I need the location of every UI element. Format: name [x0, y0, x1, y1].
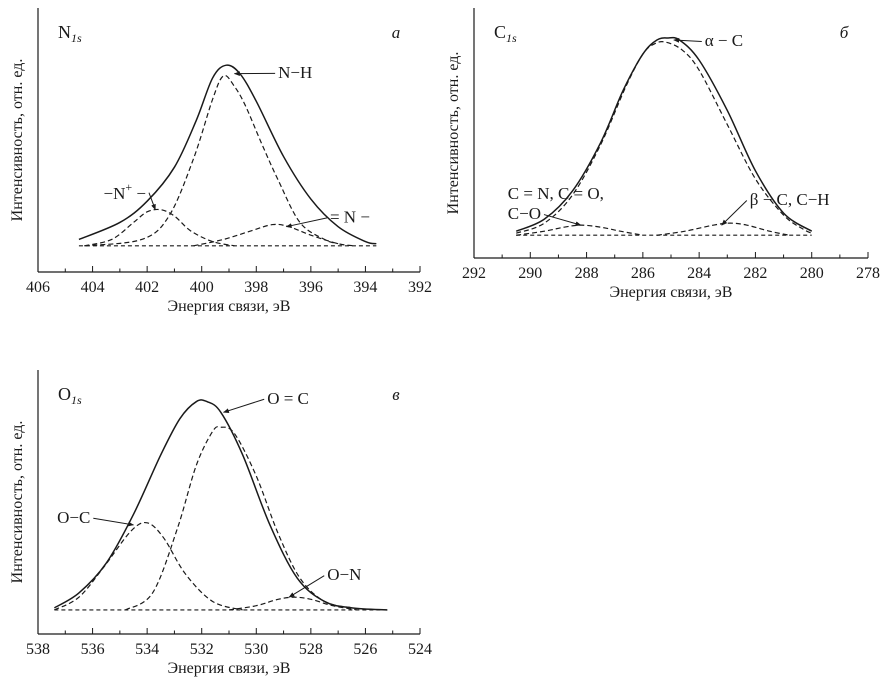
x-tick-label: 534 — [135, 641, 159, 658]
component-curve-2 — [84, 208, 235, 247]
peak-annotation: β − C, C−H — [750, 190, 830, 209]
panel-title: N1s — [58, 22, 82, 45]
peak-annotation: C−O — [508, 204, 541, 223]
x-tick-label: 526 — [353, 641, 377, 658]
peak-annotation-text: = N − — [330, 207, 370, 226]
x-tick-label: 288 — [575, 265, 599, 282]
peak-annotation-text: C = N, C = O, — [508, 184, 604, 203]
x-tick-label: 396 — [299, 279, 323, 296]
panel-a: 406 404 402 400 398 396 394 392 Энергия связи, э… — [9, 8, 432, 315]
peak-annotation-text: β − C, C−H — [750, 190, 830, 209]
panel-title-element: C — [494, 22, 506, 42]
peak-annotation-text: N−H — [278, 63, 312, 82]
x-axis-title: Энергия связи, эВ — [610, 284, 733, 301]
component-curve-3 — [228, 596, 358, 611]
peak-annotation: O = C — [267, 389, 309, 408]
component-curve-1 — [124, 426, 352, 611]
panel-c: 538 536 534 532 530 528 526 524 Энергия связи, э… — [9, 370, 432, 677]
component-curve-2 — [516, 224, 643, 236]
panel-title-subscript: 1s — [71, 31, 82, 45]
peak-annotation: = N − — [330, 207, 370, 226]
panel-title-subscript: 1s — [71, 393, 82, 407]
x-tick-label: 406 — [26, 279, 50, 296]
annotation-arrow — [285, 217, 328, 228]
peak-annotation-tail: − — [132, 184, 146, 203]
peak-annotation-superscript: + — [125, 180, 132, 194]
x-tick-label: 532 — [190, 641, 214, 658]
envelope-curve — [515, 36, 813, 232]
annotation-arrow — [93, 517, 135, 527]
annotation-arrow — [673, 37, 702, 43]
x-tick-label: 394 — [353, 279, 377, 296]
x-tick-label: 290 — [518, 265, 542, 282]
y-axis-title: Интенсивность, отн. ед. — [9, 59, 26, 222]
x-tick-label: 282 — [743, 265, 767, 282]
x-tick-label: 392 — [408, 279, 432, 296]
peak-annotation-text: −N — [103, 184, 125, 203]
component-curve-1 — [516, 41, 812, 234]
x-tick-label: 292 — [462, 265, 486, 282]
peak-annotation-text: α − C — [705, 31, 743, 50]
envelope-curve — [78, 64, 377, 245]
annotation-arrow — [288, 575, 325, 598]
y-axis-title: Интенсивность, отн. ед. — [445, 52, 462, 215]
panel-title-element: N — [58, 22, 71, 42]
peak-annotation: O−N — [327, 565, 361, 584]
y-axis-title: Интенсивность, отн. ед. — [9, 421, 26, 584]
panel-title-element: O — [58, 384, 71, 404]
x-tick-label: 284 — [687, 265, 711, 282]
peak-annotation: −N+ − — [103, 180, 146, 203]
component-curve-3 — [656, 222, 790, 236]
peak-annotation: α − C — [705, 31, 743, 50]
x-axis-title: Энергия связи, эВ — [168, 298, 291, 315]
x-tick-label: 530 — [244, 641, 268, 658]
peak-annotation: C = N, C = O, — [508, 184, 604, 203]
x-tick-label: 536 — [81, 641, 105, 658]
panel-title: C1s — [494, 22, 517, 45]
peak-annotation-text: O = C — [267, 389, 309, 408]
peak-annotation-text: O−C — [57, 508, 90, 527]
panel-letter: а — [392, 23, 401, 42]
x-tick-label: 538 — [26, 641, 50, 658]
panel-title: O1s — [58, 384, 82, 407]
x-tick-label: 278 — [856, 265, 880, 282]
component-curve-3 — [193, 223, 355, 247]
annotation-arrow — [721, 200, 748, 226]
panel-letter: б — [840, 23, 849, 42]
annotation-arrow — [543, 214, 582, 226]
peak-annotation: N−H — [278, 63, 312, 82]
x-axis-title: Энергия связи, эВ — [168, 660, 291, 677]
panel-b: 292 290 288 286 284 282 280 278 Энергия связи, э… — [445, 8, 880, 301]
x-tick-label: 398 — [244, 279, 268, 296]
peak-annotation-text: O−N — [327, 565, 361, 584]
x-tick-label: 524 — [408, 641, 432, 658]
x-tick-label: 286 — [631, 265, 655, 282]
x-tick-label: 404 — [81, 279, 105, 296]
x-tick-label: 280 — [800, 265, 824, 282]
envelope-curve — [53, 399, 388, 611]
x-tick-label: 528 — [299, 641, 323, 658]
peak-annotation-text: C−O — [508, 204, 541, 223]
annotation-arrow — [222, 398, 265, 413]
peak-annotation: O−C — [57, 508, 90, 527]
x-tick-label: 402 — [135, 279, 159, 296]
panel-title-subscript: 1s — [506, 31, 517, 45]
annotation-arrow — [148, 192, 156, 211]
panel-letter: в — [392, 385, 400, 404]
component-curve-2 — [54, 521, 243, 611]
x-tick-label: 400 — [190, 279, 214, 296]
